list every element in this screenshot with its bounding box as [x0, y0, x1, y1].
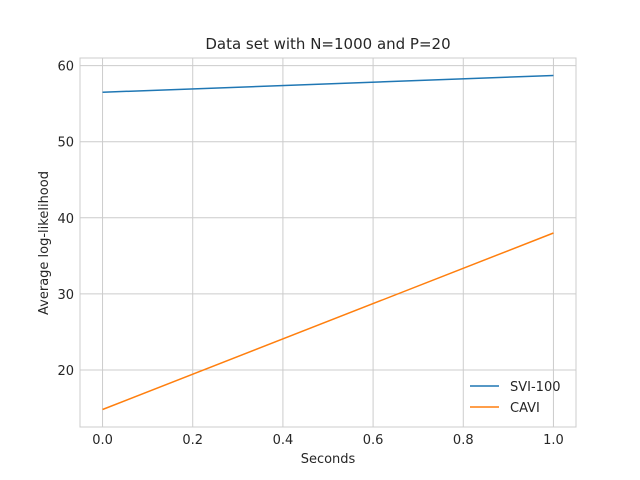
x-axis-label: Seconds	[301, 452, 356, 467]
y-tick-label: 30	[57, 288, 74, 303]
series-lines	[102, 74, 554, 411]
x-tick-label: 0.6	[363, 433, 384, 448]
y-tick-label: 60	[57, 60, 74, 75]
x-tick-label: 0.2	[182, 433, 203, 448]
grid	[80, 58, 576, 427]
series-line-cavi	[102, 232, 554, 411]
legend-label: CAVI	[510, 401, 540, 416]
y-axis-label: Average log-likelihood	[37, 171, 52, 315]
legend-label: SVI-100	[510, 380, 560, 395]
y-tick-label: 50	[57, 136, 74, 151]
plot-frame	[79, 57, 577, 428]
x-tick-label: 1.0	[543, 433, 564, 448]
y-tick-label: 40	[57, 212, 74, 227]
tick-labels: 0.0 0.2 0.4 0.6 0.8 1.0 20 30 40 50 60	[57, 60, 563, 448]
x-tick-label: 0.8	[453, 433, 474, 448]
x-tick-label: 0.4	[273, 433, 294, 448]
x-tick-label: 0.0	[92, 433, 113, 448]
series-line-svi-100	[102, 74, 554, 93]
legend: SVI-100 CAVI	[470, 380, 560, 416]
y-tick-label: 20	[57, 364, 74, 379]
chart-title: Data set with N=1000 and P=20	[205, 35, 450, 53]
